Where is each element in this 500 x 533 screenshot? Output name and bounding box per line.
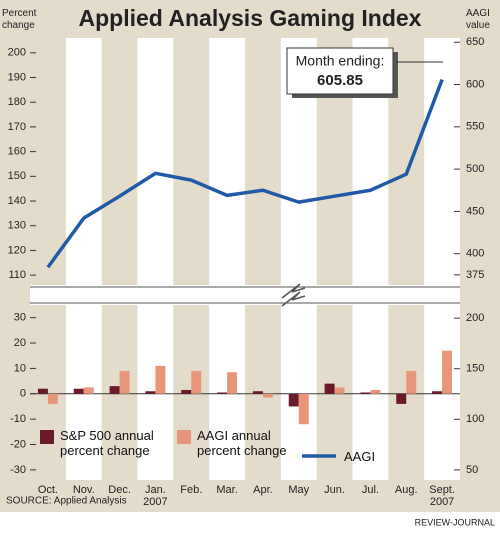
y-tick-label: -20: [10, 438, 26, 450]
x-tick-label: Apr.: [253, 484, 273, 496]
bar: [217, 392, 228, 394]
stripe: [424, 38, 460, 480]
bar: [406, 370, 417, 394]
break-zigzag: [281, 283, 306, 299]
bar: [298, 393, 309, 425]
y-tick-label: 140: [8, 195, 26, 207]
y2-tick-label: 50: [466, 464, 478, 476]
stripe: [352, 38, 389, 480]
bar: [155, 365, 166, 394]
y2-tick-label: 550: [466, 121, 484, 133]
bar: [334, 387, 345, 394]
y-tick-label: 170: [8, 121, 26, 133]
annotation-box: [286, 47, 394, 95]
bar: [370, 389, 381, 394]
y-tick-label: 110: [8, 269, 26, 281]
credit: REVIEW-JOURNAL: [415, 517, 495, 527]
y-tick-label: 160: [8, 146, 26, 158]
x-tick-label: Oct.: [37, 484, 58, 496]
y2-tick-label: 100: [466, 413, 484, 425]
chart-title: Applied Analysis Gaming Index: [79, 5, 422, 31]
y-tick-label: -10: [10, 413, 26, 425]
break-zigzag: [281, 291, 306, 307]
y2-tick-label: 500: [466, 163, 484, 175]
legend-swatch: [177, 430, 191, 444]
y-tick-label: -30: [10, 464, 26, 476]
bar: [47, 393, 58, 404]
x-tick-label: Jan. 2007: [143, 484, 168, 508]
bar: [324, 383, 335, 394]
legend-label: AAGI: [344, 449, 376, 464]
annotation: Month ending:: [296, 53, 385, 69]
stripe: [65, 38, 102, 480]
y2-tick-label: 450: [466, 205, 484, 217]
y2-tick-label: 400: [466, 248, 484, 260]
bar: [83, 387, 94, 394]
y2-tick-label: 200: [466, 312, 484, 324]
stripe: [209, 38, 245, 480]
bar: [442, 350, 453, 394]
x-tick-label: Aug.: [394, 484, 418, 496]
bar: [181, 389, 192, 394]
bar: [191, 370, 202, 394]
bar: [396, 393, 407, 404]
x-tick-label: May: [288, 484, 310, 496]
y2-axis-label: AAGI value: [466, 8, 490, 31]
x-tick-label: Jul.: [361, 484, 379, 496]
data-label: 605.85: [317, 72, 363, 89]
y-tick-label: 180: [8, 96, 26, 108]
y-tick-label: 200: [8, 47, 26, 59]
y-tick-label: 30: [14, 312, 26, 324]
y-tick-label: 130: [8, 220, 26, 232]
legend-swatch: [40, 430, 54, 444]
source: SOURCE: Applied Analysis: [6, 496, 127, 507]
bar: [109, 386, 120, 394]
stripe: [137, 38, 174, 480]
y2-tick-label: 375: [466, 269, 484, 281]
bar: [119, 370, 130, 394]
bar: [432, 391, 443, 394]
bar: [262, 393, 273, 398]
y-tick-label: 190: [8, 71, 26, 83]
x-tick-label: Nov.: [72, 484, 95, 496]
bar: [288, 393, 299, 407]
legend-label: S&P 500 annual percent change: [60, 428, 154, 458]
y2-tick-label: 650: [466, 36, 484, 48]
y-tick-label: 10: [14, 362, 26, 374]
bar: [145, 391, 156, 394]
x-tick-label: Jun.: [324, 484, 345, 496]
y-tick-label: 120: [8, 244, 26, 256]
x-tick-label: Feb.: [180, 484, 203, 496]
x-tick-label: Dec.: [108, 484, 131, 496]
legend-label: AAGI annual percent change: [197, 428, 287, 458]
y2-tick-label: 150: [466, 363, 484, 375]
axis-break: [30, 285, 460, 305]
bar: [252, 391, 263, 394]
x-tick-label: Sept. 2007: [429, 484, 455, 508]
bar: [360, 392, 371, 394]
bar: [37, 388, 48, 394]
y-tick-label: 0: [20, 388, 26, 400]
line: [46, 78, 444, 269]
bar: [73, 388, 84, 394]
y-axis-label: Percent change: [2, 8, 37, 31]
bar: [227, 372, 238, 394]
y2-tick-label: 600: [466, 78, 484, 90]
y-tick-label: 150: [8, 170, 26, 182]
y-tick-label: 20: [14, 337, 26, 349]
x-tick-label: Mar.: [216, 484, 238, 496]
